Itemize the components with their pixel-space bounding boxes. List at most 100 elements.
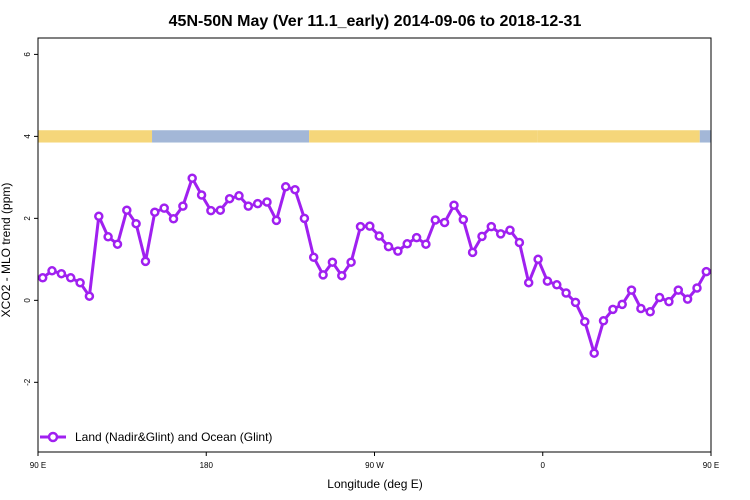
data-point <box>308 252 319 263</box>
data-point <box>505 225 515 235</box>
data-point <box>187 173 197 183</box>
data-point <box>159 203 169 213</box>
data-point <box>617 299 627 310</box>
data-point <box>337 270 347 281</box>
data-point <box>673 285 684 295</box>
data-point <box>393 246 403 256</box>
data-point <box>636 303 646 314</box>
data-point <box>589 348 599 358</box>
y-axis: -2 0 2 4 6 <box>23 52 38 386</box>
data-point <box>608 304 618 315</box>
data-point <box>178 201 188 211</box>
data-point <box>645 307 655 317</box>
legend: Land (Nadir&Glint) and Ocean (Glint) <box>40 430 272 444</box>
data-point <box>150 207 160 217</box>
data-point <box>430 215 441 225</box>
legend-marker <box>47 431 59 443</box>
data-point <box>75 277 85 288</box>
data-point <box>224 193 235 204</box>
y-tick-label: -2 <box>23 378 32 386</box>
data-point <box>280 182 291 192</box>
data-point <box>552 280 562 290</box>
x-tick-label: 90 E <box>703 461 719 470</box>
strip-segment-land <box>38 130 153 143</box>
data-point <box>486 221 497 232</box>
chart-title: 45N-50N May (Ver 11.1_early) 2014-09-06 … <box>169 13 582 30</box>
data-point <box>355 221 366 232</box>
data-point <box>234 191 244 201</box>
data-point <box>103 232 113 242</box>
data-point <box>365 221 375 231</box>
data-point <box>94 211 104 222</box>
data-point <box>252 198 263 209</box>
data-point <box>290 184 300 195</box>
y-tick-label: 2 <box>23 216 32 221</box>
data-point <box>626 285 637 295</box>
data-point <box>477 231 487 242</box>
data-point <box>449 200 459 210</box>
data-point <box>346 257 356 267</box>
series-layer <box>37 173 712 358</box>
data-point <box>421 239 431 249</box>
data-point <box>168 214 179 224</box>
land-ocean-strip <box>38 130 711 143</box>
data-point <box>271 215 282 226</box>
data-point <box>439 217 450 228</box>
data-point <box>65 273 76 283</box>
x-axis-label: Longitude (deg E) <box>327 477 422 491</box>
data-point <box>701 266 712 277</box>
data-point <box>196 190 207 200</box>
plot-area <box>37 37 712 453</box>
strip-segment-land <box>309 130 538 143</box>
data-point <box>131 218 141 229</box>
data-point <box>37 273 48 283</box>
y-tick-label: 4 <box>23 134 32 139</box>
x-axis: 90 E 180 90 W 0 90 E <box>30 452 719 470</box>
data-point <box>411 232 422 243</box>
data-point <box>598 316 609 326</box>
x-tick-label: 180 <box>200 461 214 470</box>
data-point <box>215 205 226 215</box>
x-tick-label: 0 <box>541 461 546 470</box>
y-tick-label: 0 <box>23 298 32 303</box>
data-point <box>262 197 272 207</box>
data-point <box>374 231 384 241</box>
data-point <box>122 205 132 215</box>
y-tick-label: 6 <box>23 52 32 57</box>
series-line <box>41 176 708 355</box>
strip-segment-land <box>537 130 700 143</box>
data-point <box>692 283 702 293</box>
strip-segment-ocean <box>152 130 310 143</box>
data-point <box>206 205 216 216</box>
x-tick-label: 90 E <box>30 461 46 470</box>
data-point <box>299 213 310 224</box>
legend-label: Land (Nadir&Glint) and Ocean (Glint) <box>75 430 272 444</box>
data-point <box>682 294 693 304</box>
data-point <box>47 266 57 276</box>
data-point <box>140 256 151 267</box>
data-point <box>561 288 571 298</box>
data-point <box>383 241 394 252</box>
data-point <box>664 296 674 307</box>
data-point <box>243 201 254 211</box>
x-tick-label: 90 W <box>365 461 384 470</box>
data-point <box>514 237 525 248</box>
data-point <box>654 292 665 303</box>
data-point <box>570 297 581 308</box>
data-point <box>580 316 590 327</box>
strip-segment-ocean <box>699 130 711 143</box>
data-point <box>523 277 534 288</box>
data-point <box>112 239 123 249</box>
plot-background <box>38 38 711 452</box>
data-point <box>84 291 95 301</box>
data-point <box>533 254 543 265</box>
data-point <box>56 268 67 279</box>
data-point <box>458 214 469 225</box>
data-point <box>318 270 328 280</box>
data-point <box>495 229 506 239</box>
data-point <box>542 276 553 286</box>
data-point <box>402 239 412 249</box>
y-axis-label: XCO2 - MLO trend (ppm) <box>0 183 13 318</box>
data-point <box>467 247 478 258</box>
